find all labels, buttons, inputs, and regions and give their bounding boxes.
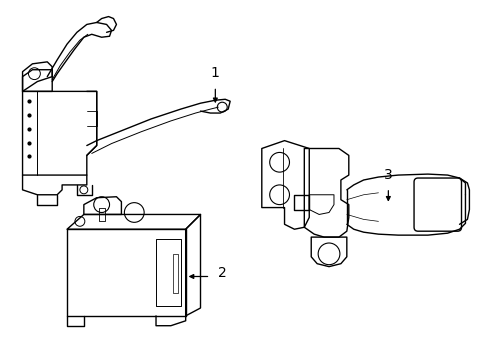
Text: 3: 3: [383, 168, 392, 182]
Text: 2: 2: [218, 266, 226, 280]
Text: 1: 1: [210, 66, 219, 80]
